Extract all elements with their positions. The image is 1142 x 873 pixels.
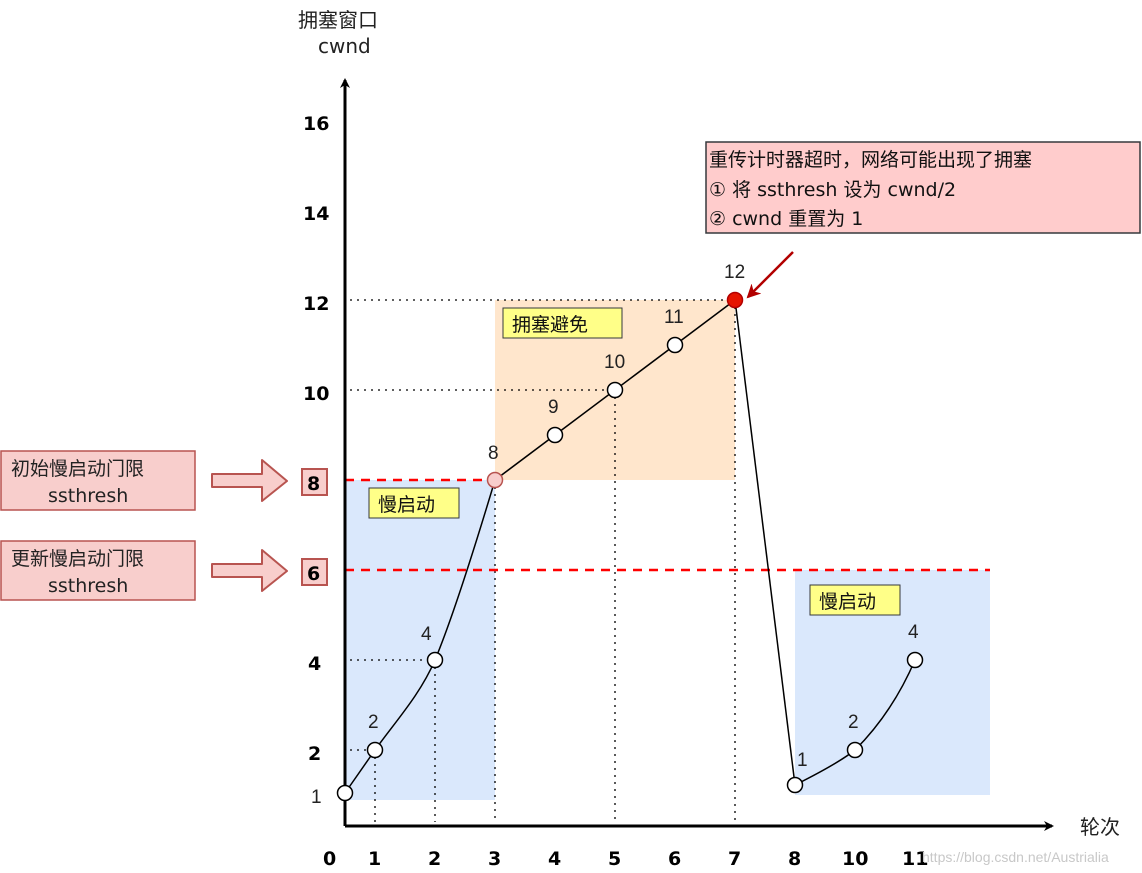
point-label: 2 bbox=[848, 712, 859, 733]
y-tick-1: 1 bbox=[311, 787, 322, 808]
tag-slow-start-1: 慢启动 bbox=[368, 487, 460, 519]
svg-text:更新慢启动门限: 更新慢启动门限 bbox=[11, 548, 144, 570]
point-r10 bbox=[846, 741, 864, 759]
point-label: 2 bbox=[368, 712, 379, 733]
peak-point bbox=[726, 291, 744, 309]
y-tick-2: 2 bbox=[308, 743, 321, 765]
tag-congestion-avoidance: 拥塞避免 bbox=[502, 307, 623, 339]
point-label: 9 bbox=[548, 397, 559, 418]
guide-lines bbox=[350, 299, 736, 822]
x-tick: 3 bbox=[488, 848, 501, 870]
svg-text:6: 6 bbox=[307, 563, 320, 585]
point-label: 8 bbox=[488, 443, 499, 464]
point-r3 bbox=[486, 471, 504, 489]
svg-text:初始慢启动门限: 初始慢启动门限 bbox=[11, 458, 144, 480]
watermark: https://blog.csdn.net/Austrialia bbox=[922, 849, 1109, 865]
svg-text:ssthresh: ssthresh bbox=[48, 485, 128, 507]
svg-text:② cwnd 重置为 1: ② cwnd 重置为 1 bbox=[709, 208, 863, 230]
y-tick-16: 16 bbox=[303, 113, 329, 135]
point-label: 4 bbox=[908, 622, 919, 643]
point-label: 12 bbox=[724, 262, 745, 283]
arrow-right-icon bbox=[211, 459, 288, 502]
x-tick: 5 bbox=[608, 848, 621, 870]
x-tick: 4 bbox=[548, 848, 561, 870]
point-r11 bbox=[906, 651, 924, 669]
svg-text:拥塞避免: 拥塞避免 bbox=[512, 314, 588, 336]
updated-ssthresh-label: 更新慢启动门限 ssthresh bbox=[0, 540, 196, 601]
point-label: 11 bbox=[664, 307, 684, 328]
x-tick: 7 bbox=[728, 848, 741, 870]
point-r6 bbox=[666, 336, 684, 354]
point-label: 10 bbox=[604, 352, 625, 373]
x-tick: 11 bbox=[902, 848, 928, 870]
x-tick: 6 bbox=[668, 848, 681, 870]
y-tick-14: 14 bbox=[303, 203, 329, 225]
callout-arrow bbox=[746, 251, 794, 299]
tag-slow-start-2: 慢启动 bbox=[809, 584, 901, 616]
y-tick-10: 10 bbox=[303, 383, 329, 405]
svg-text:重传计时器超时，网络可能出现了拥塞: 重传计时器超时，网络可能出现了拥塞 bbox=[709, 149, 1032, 171]
x-tick: 2 bbox=[428, 848, 441, 870]
point-r1 bbox=[366, 741, 384, 759]
x-axis-title: 轮次 bbox=[1080, 815, 1120, 839]
point-label: 4 bbox=[421, 624, 432, 645]
x-tick: 10 bbox=[842, 848, 868, 870]
y-tick-4: 4 bbox=[308, 653, 321, 675]
drop-line bbox=[734, 299, 796, 786]
initial-ssthresh-label: 初始慢启动门限 ssthresh bbox=[0, 450, 196, 511]
timeout-callout: 重传计时器超时，网络可能出现了拥塞 ① 将 ssthresh 设为 cwnd/2… bbox=[705, 141, 1141, 234]
x-tick: 8 bbox=[788, 848, 801, 870]
svg-text:慢启动: 慢启动 bbox=[819, 591, 876, 613]
svg-text:8: 8 bbox=[307, 473, 320, 495]
arrow-right-icon bbox=[211, 549, 288, 592]
data-points bbox=[336, 291, 924, 802]
point-r0 bbox=[336, 784, 354, 802]
point-r2 bbox=[426, 651, 444, 669]
point-label: 1 bbox=[797, 750, 808, 771]
point-r8 bbox=[786, 776, 804, 794]
ssthresh-6-box: 6 bbox=[301, 558, 328, 586]
point-r4 bbox=[546, 426, 564, 444]
svg-text:① 将 ssthresh 设为 cwnd/2: ① 将 ssthresh 设为 cwnd/2 bbox=[709, 179, 956, 201]
point-r5 bbox=[606, 381, 624, 399]
y-axis-title: 拥塞窗口 bbox=[298, 8, 378, 32]
x-tick: 1 bbox=[368, 848, 381, 870]
y-axis-subtitle: cwnd bbox=[318, 34, 371, 58]
x-tick: 0 bbox=[323, 848, 336, 870]
svg-text:慢启动: 慢启动 bbox=[378, 494, 435, 516]
ssthresh-8-box: 8 bbox=[301, 468, 328, 496]
svg-text:ssthresh: ssthresh bbox=[48, 575, 128, 597]
y-tick-12: 12 bbox=[303, 293, 329, 315]
